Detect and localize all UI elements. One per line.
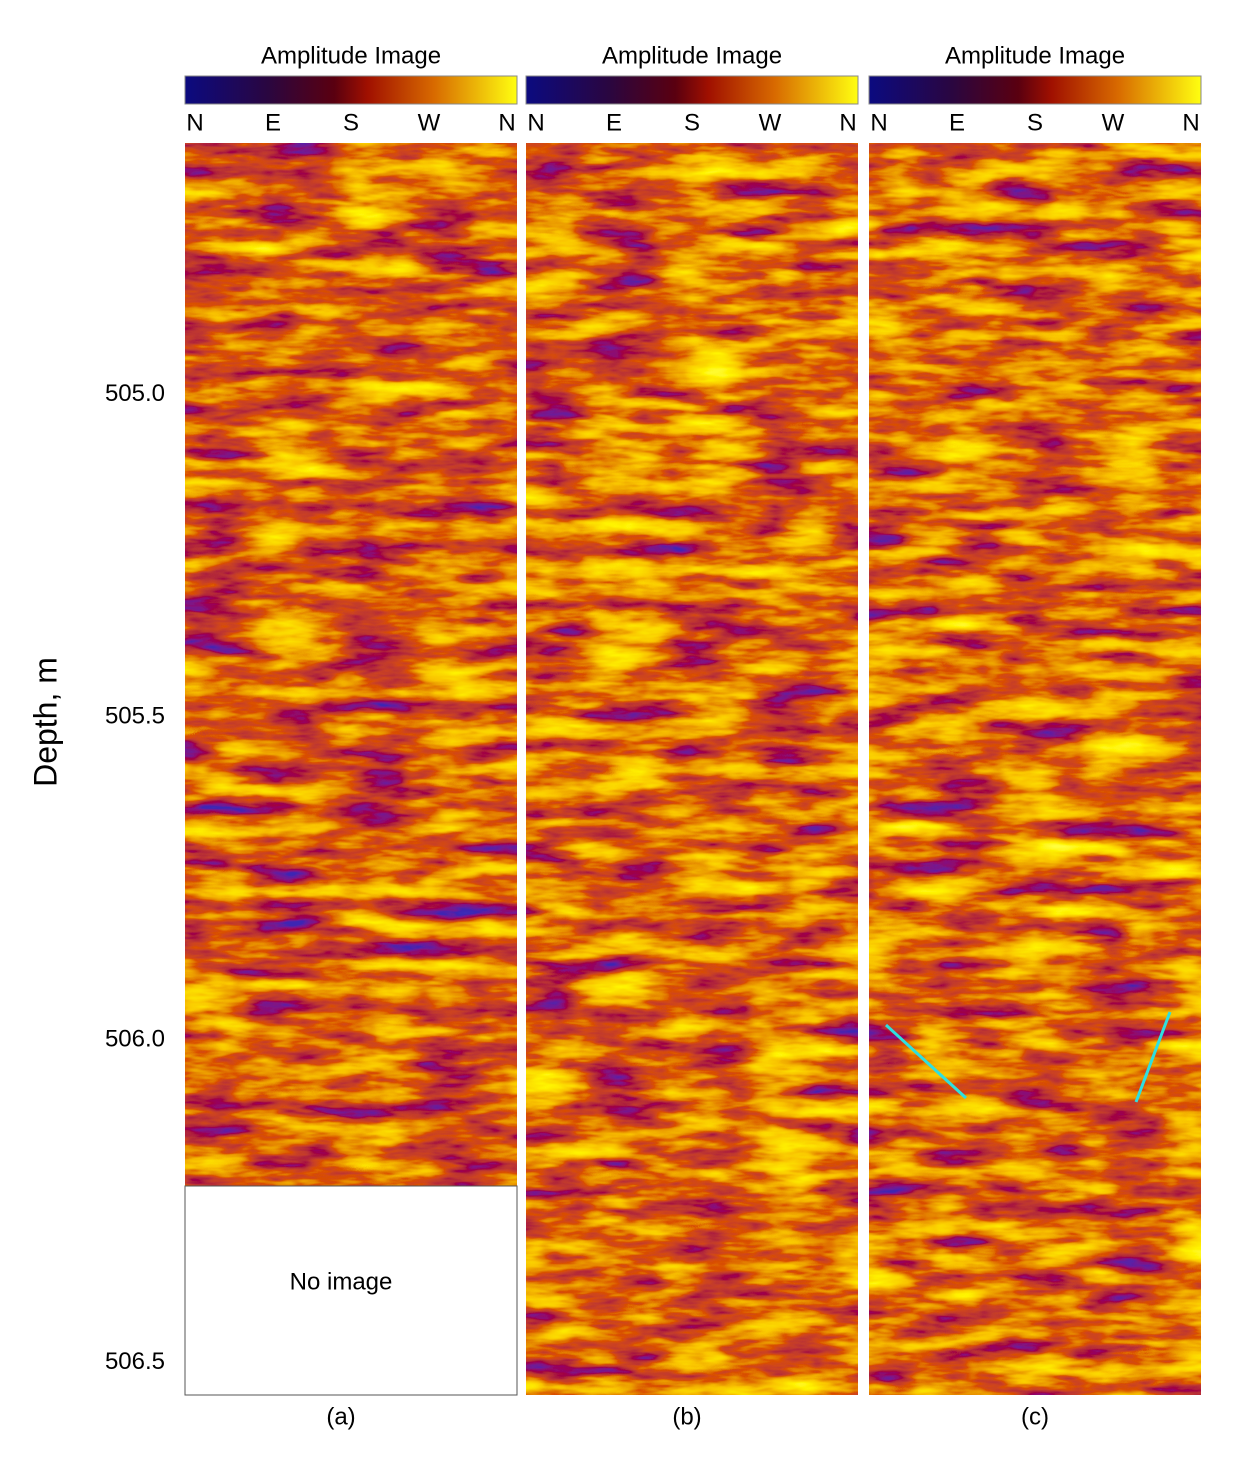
amplitude-image xyxy=(869,143,1201,1395)
colorbar xyxy=(868,75,1202,105)
y-tick-label: 505.0 xyxy=(105,380,165,407)
compass-label: N xyxy=(498,109,515,136)
compass-label: E xyxy=(265,109,281,136)
panel-title: Amplitude Image xyxy=(945,42,1125,69)
compass-label: E xyxy=(949,109,965,136)
fracture-trace xyxy=(884,1023,968,1100)
compass-label: N xyxy=(839,109,856,136)
panel-caption: (c) xyxy=(1021,1403,1049,1430)
compass-label: W xyxy=(1102,109,1125,136)
panel-title: Amplitude Image xyxy=(261,42,441,69)
amplitude-image xyxy=(526,143,858,1395)
compass-label: N xyxy=(186,109,203,136)
panel-title: Amplitude Image xyxy=(602,42,782,69)
depth-axis-label: Depth, m xyxy=(27,657,63,787)
panel-caption: (b) xyxy=(672,1403,701,1430)
empty-frame xyxy=(184,1185,518,1396)
compass-label: N xyxy=(1182,109,1199,136)
y-tick-label: 506.0 xyxy=(105,1025,165,1052)
fracture-trace xyxy=(1134,1011,1172,1103)
compass-label: N xyxy=(527,109,544,136)
compass-label: N xyxy=(870,109,887,136)
compass-label: E xyxy=(606,109,622,136)
compass-label: W xyxy=(418,109,441,136)
compass-label: S xyxy=(343,109,359,136)
amplitude-image xyxy=(185,143,517,1186)
compass-label: S xyxy=(684,109,700,136)
colorbar xyxy=(525,75,859,105)
panel-caption: (a) xyxy=(326,1403,355,1430)
colorbar xyxy=(184,75,518,105)
no-image-note: No image xyxy=(290,1268,393,1295)
y-tick-label: 506.5 xyxy=(105,1348,165,1375)
compass-label: S xyxy=(1027,109,1043,136)
compass-label: W xyxy=(759,109,782,136)
y-tick-label: 505.5 xyxy=(105,703,165,730)
